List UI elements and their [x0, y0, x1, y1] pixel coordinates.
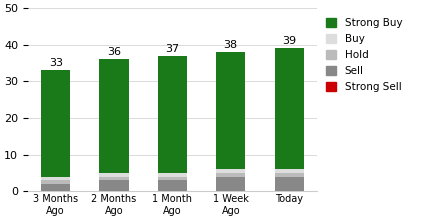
Bar — [158, 173, 187, 177]
Bar — [275, 177, 304, 191]
Bar — [41, 180, 70, 184]
Bar — [216, 173, 246, 177]
Bar — [99, 173, 128, 177]
Bar — [275, 169, 304, 173]
Bar — [41, 184, 70, 191]
Bar — [216, 52, 246, 169]
Bar — [41, 177, 70, 180]
Text: 36: 36 — [107, 47, 121, 57]
Text: 33: 33 — [49, 58, 63, 68]
Bar — [158, 56, 187, 173]
Legend: Strong Buy, Buy, Hold, Sell, Strong Sell: Strong Buy, Buy, Hold, Sell, Strong Sell — [325, 17, 403, 93]
Text: 37: 37 — [165, 44, 180, 54]
Text: 38: 38 — [224, 40, 238, 50]
Bar — [99, 59, 128, 173]
Bar — [99, 180, 128, 191]
Bar — [158, 180, 187, 191]
Text: 39: 39 — [282, 36, 296, 46]
Bar — [216, 177, 246, 191]
Bar — [275, 173, 304, 177]
Bar — [99, 177, 128, 180]
Bar — [158, 177, 187, 180]
Bar — [41, 70, 70, 177]
Bar — [275, 48, 304, 169]
Bar — [216, 169, 246, 173]
